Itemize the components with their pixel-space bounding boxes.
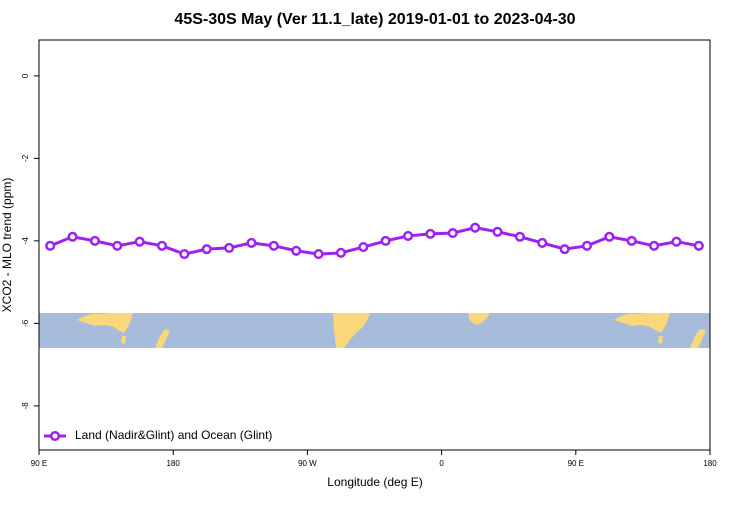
data-point (537, 237, 548, 248)
data-point (447, 227, 458, 239)
x-axis-label: Longitude (deg E) (327, 475, 422, 489)
x-tick-label: 90 E (568, 459, 584, 468)
data-point (671, 236, 682, 247)
data-point (156, 240, 168, 251)
data-point (492, 226, 503, 237)
data-point (425, 228, 436, 239)
data-point (649, 240, 660, 251)
data-point (224, 242, 235, 253)
y-tick-label: -2 (21, 154, 30, 162)
legend-marker (49, 430, 61, 442)
x-tick-label: 0 (439, 459, 444, 468)
plot-frame (38, 39, 711, 451)
data-point (45, 240, 56, 251)
chart-title: 45S-30S May (Ver 11.1_late) 2019-01-01 t… (174, 11, 575, 28)
data-point (514, 231, 525, 242)
y-tick-label: 0 (21, 73, 30, 78)
data-point (291, 245, 302, 256)
data-point (67, 231, 78, 242)
y-axis-label: XCO2 - MLO trend (ppm) (0, 178, 14, 313)
series-line (49, 226, 700, 256)
x-tick-label: 180 (703, 459, 717, 468)
data-point (89, 235, 100, 246)
x-tick-label: 180 (167, 459, 181, 468)
data-point (268, 240, 279, 251)
data-point (313, 249, 324, 260)
map-strip (39, 313, 710, 348)
data-point (179, 249, 190, 260)
data-point (470, 222, 481, 233)
x-tick-label: 90 E (31, 459, 47, 468)
data-point (693, 240, 704, 251)
legend-label: Land (Nadir&Glint) and Ocean (Glint) (75, 428, 272, 442)
data-point (134, 236, 145, 247)
y-tick-label: -6 (21, 319, 30, 327)
data-point (604, 231, 615, 242)
data-point (581, 240, 593, 251)
data-point (358, 242, 369, 253)
data-point (626, 235, 637, 246)
data-point (559, 244, 570, 255)
data-point (201, 244, 212, 255)
y-tick-label: -8 (21, 402, 30, 410)
data-point (335, 247, 347, 258)
data-point (403, 230, 414, 241)
x-tick-label: 90 W (298, 459, 317, 468)
y-tick-label: -4 (21, 237, 30, 245)
data-point (380, 235, 391, 246)
data-point (246, 237, 257, 248)
data-point (112, 240, 123, 251)
